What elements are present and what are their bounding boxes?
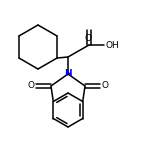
Text: O: O bbox=[102, 81, 109, 90]
Text: O: O bbox=[85, 34, 92, 43]
Text: O: O bbox=[27, 81, 34, 90]
Text: OH: OH bbox=[105, 40, 119, 50]
Text: N: N bbox=[64, 69, 72, 78]
